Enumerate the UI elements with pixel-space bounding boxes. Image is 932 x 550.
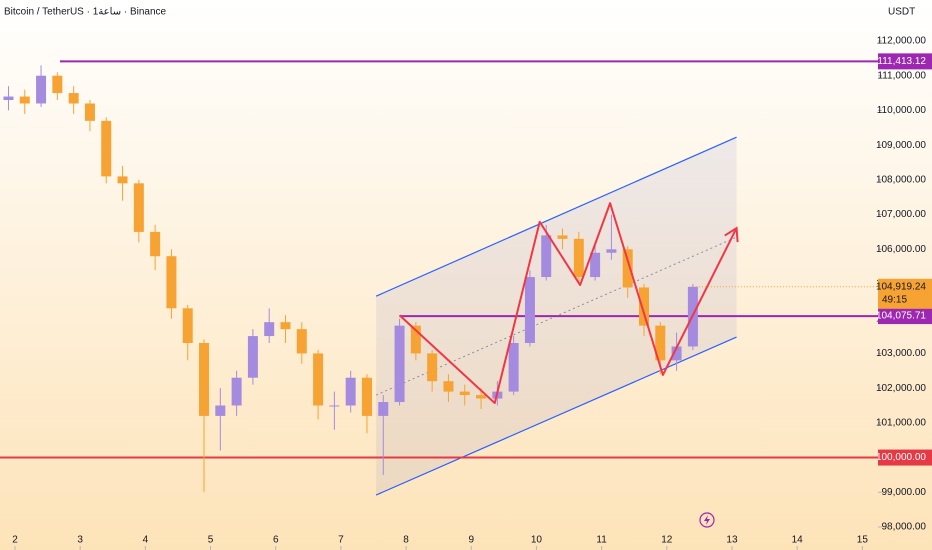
level-label-box <box>878 53 932 70</box>
y-tick-label: 111,000.00 <box>877 70 926 81</box>
level-label: 111,413.12 <box>877 56 926 67</box>
level-label: 100,000.00 <box>876 452 926 463</box>
candle-body <box>573 238 584 278</box>
last-price-box <box>878 278 932 309</box>
candle-body <box>427 353 438 382</box>
candle-body <box>443 381 454 392</box>
y-tick-label: 101,000.00 <box>876 417 926 428</box>
level-label-box <box>878 308 932 325</box>
x-tick-label: 4 <box>143 535 149 546</box>
candle-body <box>557 235 568 239</box>
candle-body <box>524 277 535 344</box>
candle-body <box>36 75 47 104</box>
y-tick-label: 112,000.00 <box>877 36 927 47</box>
candle-body <box>52 75 63 94</box>
candle-body <box>84 103 95 121</box>
candle-body <box>101 120 112 177</box>
candle-body <box>378 402 389 416</box>
candle-body <box>264 322 275 337</box>
last-price-label: 104,919.24 <box>876 281 926 292</box>
candle-body <box>541 235 552 278</box>
candle-body <box>280 322 291 330</box>
candle-body <box>133 183 144 232</box>
candle-body <box>476 395 487 399</box>
currency-label: USDT <box>888 7 915 18</box>
candle-body <box>345 377 356 406</box>
candle-body <box>638 287 649 326</box>
candle-body <box>19 96 30 104</box>
candle-body <box>313 353 324 406</box>
y-tick-label: 98,000.00 <box>882 522 927 533</box>
x-tick-label: 6 <box>273 535 279 546</box>
candle-body <box>199 343 210 416</box>
candle-body <box>671 346 682 361</box>
x-tick-label: 10 <box>531 535 543 546</box>
candle-body <box>590 252 601 278</box>
zigzag <box>398 202 738 405</box>
channel-edge <box>375 136 737 297</box>
x-tick-label: 5 <box>208 535 214 546</box>
candle-body <box>394 325 405 403</box>
candle-body <box>117 176 128 184</box>
x-tick-label: 7 <box>338 535 344 546</box>
candle-body <box>231 377 242 406</box>
y-tick-label: 108,000.00 <box>876 174 926 185</box>
x-tick-label: 8 <box>403 535 409 546</box>
arrow-head <box>724 226 739 243</box>
y-tick-label: 103,000.00 <box>876 348 926 359</box>
candle-body <box>606 249 617 253</box>
candle-body <box>508 343 519 392</box>
x-tick-label: 9 <box>468 535 474 546</box>
y-tick-label: 106,000.00 <box>876 244 926 255</box>
level-label: 104,075.71 <box>876 311 926 322</box>
level-label-box <box>878 449 932 466</box>
candle-body <box>68 93 79 104</box>
candle-body <box>182 308 193 344</box>
x-tick-label: 13 <box>726 535 738 546</box>
y-tick-label: 99,000.00 <box>882 487 927 498</box>
candle-body <box>361 377 372 416</box>
x-tick-label: 2 <box>12 535 18 546</box>
countdown: 49:15 <box>882 294 907 305</box>
candle-body <box>247 336 258 378</box>
candle-body <box>622 249 633 288</box>
x-tick-label: 15 <box>857 535 869 546</box>
candle-body <box>150 231 161 257</box>
replay-icon[interactable] <box>699 512 715 528</box>
x-tick-label: 11 <box>596 535 607 546</box>
y-tick-label: 109,000.00 <box>876 140 926 151</box>
y-tick-label: 102,000.00 <box>876 383 926 394</box>
candle-body <box>166 256 177 309</box>
x-tick-label: 14 <box>792 535 804 546</box>
x-tick-label: 12 <box>661 535 673 546</box>
candle-body <box>410 325 421 354</box>
y-tick-label: 107,000.00 <box>876 209 926 220</box>
chart-title: Bitcoin / TetherUS · 1ساعة · Binance <box>4 7 167 18</box>
y-tick-label: 110,000.00 <box>877 105 927 116</box>
candle-body <box>329 405 340 407</box>
candle-body <box>296 329 307 354</box>
candle-body <box>655 325 666 361</box>
candle-body <box>459 391 470 396</box>
candle-body <box>3 96 14 101</box>
x-tick-label: 3 <box>77 535 83 546</box>
candle-body <box>215 405 226 416</box>
